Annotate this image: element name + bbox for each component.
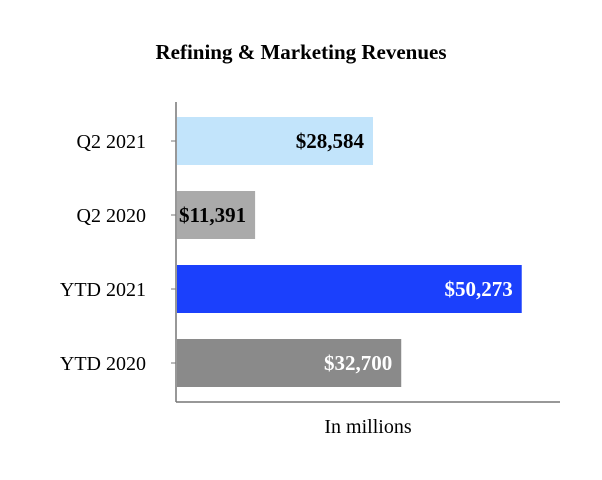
chart-title: Refining & Marketing Revenues xyxy=(155,40,447,64)
value-label: $32,700 xyxy=(324,351,392,375)
category-label: Q2 2020 xyxy=(77,205,146,227)
category-label: YTD 2020 xyxy=(60,353,146,375)
bar xyxy=(177,265,522,313)
value-label: $28,584 xyxy=(296,129,365,153)
category-label: Q2 2021 xyxy=(77,131,146,153)
value-label: $50,273 xyxy=(444,277,512,301)
bar xyxy=(177,191,256,239)
value-label: $11,391 xyxy=(179,203,246,227)
x-axis-label: In millions xyxy=(324,416,411,438)
bar xyxy=(177,339,402,387)
bar xyxy=(177,117,374,165)
category-label: YTD 2021 xyxy=(60,279,146,301)
